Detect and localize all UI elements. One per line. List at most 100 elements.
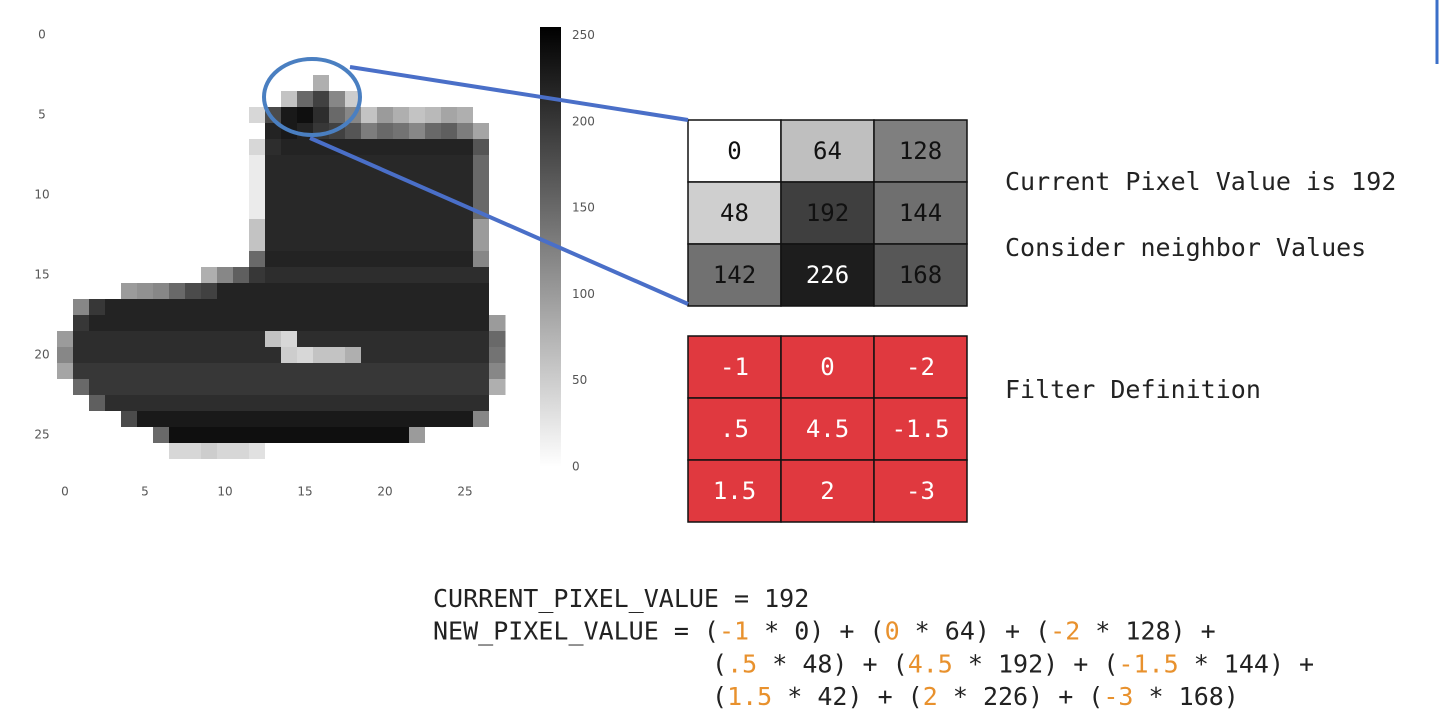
- pixel: [345, 43, 362, 60]
- pixel: [393, 27, 410, 44]
- pixel: [361, 379, 378, 396]
- pixel: [457, 91, 474, 108]
- pixel: [233, 43, 250, 60]
- pixel: [121, 299, 138, 316]
- pixel: [185, 27, 202, 44]
- pixel: [329, 155, 346, 172]
- pixel: [457, 443, 474, 460]
- filter-value: .5: [720, 415, 749, 443]
- pixel: [121, 203, 138, 220]
- pixel: [121, 315, 138, 332]
- pixel: [153, 187, 170, 204]
- pixel: [137, 171, 154, 188]
- filter-cell: [873, 459, 968, 523]
- pixel: [137, 139, 154, 156]
- pixel: [201, 43, 218, 60]
- pixel: [169, 75, 186, 92]
- pixel: [249, 395, 266, 412]
- pixel: [137, 123, 154, 140]
- pixel: [137, 75, 154, 92]
- pixel: [169, 139, 186, 156]
- pixel: [201, 443, 218, 460]
- pixel: [121, 91, 138, 108]
- pixel: [313, 443, 330, 460]
- pixel: [73, 443, 90, 460]
- pixel: [169, 155, 186, 172]
- pixel: [169, 187, 186, 204]
- pixel: [265, 187, 282, 204]
- pixel: [169, 91, 186, 108]
- pixel: [201, 267, 218, 284]
- pixel: [137, 331, 154, 348]
- neighbor-value: 144: [899, 199, 942, 227]
- pixel: [265, 203, 282, 220]
- pixel: [169, 411, 186, 428]
- pixel: [201, 427, 218, 444]
- pixel: [457, 363, 474, 380]
- pixel: [169, 427, 186, 444]
- pixel: [441, 91, 458, 108]
- pixel: [409, 395, 426, 412]
- pixel: [121, 219, 138, 236]
- pixel: [201, 75, 218, 92]
- pixel: [281, 139, 298, 156]
- pixel: [121, 75, 138, 92]
- pixel: [201, 395, 218, 412]
- pixel: [153, 59, 170, 76]
- pixel: [489, 267, 506, 284]
- pixel: [297, 107, 314, 124]
- formula-segment: 1.5: [727, 682, 772, 711]
- formula-segment: -1.5: [1118, 649, 1178, 678]
- pixel: [57, 379, 74, 396]
- pixel: [409, 459, 426, 476]
- pixel: [105, 283, 122, 300]
- pixel: [281, 27, 298, 44]
- pixel: [313, 203, 330, 220]
- pixel: [89, 75, 106, 92]
- pixel: [297, 443, 314, 460]
- pixel: [249, 379, 266, 396]
- neighbor-value: 0: [727, 137, 741, 165]
- pixel: [121, 283, 138, 300]
- pixel: [297, 203, 314, 220]
- pixel: [297, 91, 314, 108]
- pixel: [409, 219, 426, 236]
- pixel: [201, 219, 218, 236]
- pixel: [105, 427, 122, 444]
- pixel: [73, 155, 90, 172]
- pixel: [105, 203, 122, 220]
- pixel: [361, 139, 378, 156]
- pixel: [105, 123, 122, 140]
- filter-value: -3: [906, 477, 935, 505]
- pixel: [425, 283, 442, 300]
- pixel: [425, 27, 442, 44]
- pixel: [441, 43, 458, 60]
- pixel: [409, 331, 426, 348]
- pixel: [137, 155, 154, 172]
- filter-cell: [687, 335, 782, 399]
- pixel: [329, 235, 346, 252]
- pixel: [409, 235, 426, 252]
- pixel: [233, 331, 250, 348]
- pixel: [441, 171, 458, 188]
- pixel: [329, 27, 346, 44]
- x-tick-label: 5: [141, 485, 149, 499]
- pixel: [73, 43, 90, 60]
- pixel: [105, 315, 122, 332]
- pixel: [457, 107, 474, 124]
- pixel: [249, 27, 266, 44]
- pixel: [489, 395, 506, 412]
- pixel: [201, 59, 218, 76]
- formula-segment: (: [712, 682, 727, 711]
- pixel: [393, 155, 410, 172]
- pixel: [185, 155, 202, 172]
- pixel: [233, 379, 250, 396]
- pixel: [89, 411, 106, 428]
- pixel: [57, 363, 74, 380]
- pixel: [201, 331, 218, 348]
- pixel: [297, 187, 314, 204]
- pixel: [137, 187, 154, 204]
- pixel: [249, 123, 266, 140]
- pixel: [425, 203, 442, 220]
- pixel: [377, 75, 394, 92]
